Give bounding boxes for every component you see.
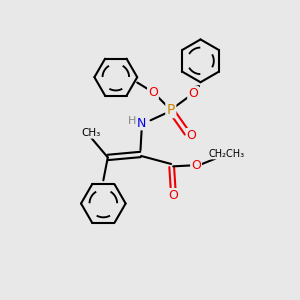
- Text: CH₃: CH₃: [82, 128, 101, 138]
- Text: O: O: [188, 87, 198, 100]
- Text: O: O: [168, 189, 178, 202]
- Text: O: O: [187, 129, 196, 142]
- Text: O: O: [148, 85, 158, 98]
- Text: H: H: [128, 116, 136, 126]
- Text: N: N: [137, 117, 146, 130]
- Text: P: P: [167, 103, 175, 117]
- Text: CH₂CH₃: CH₂CH₃: [208, 148, 245, 159]
- Text: O: O: [191, 159, 201, 172]
